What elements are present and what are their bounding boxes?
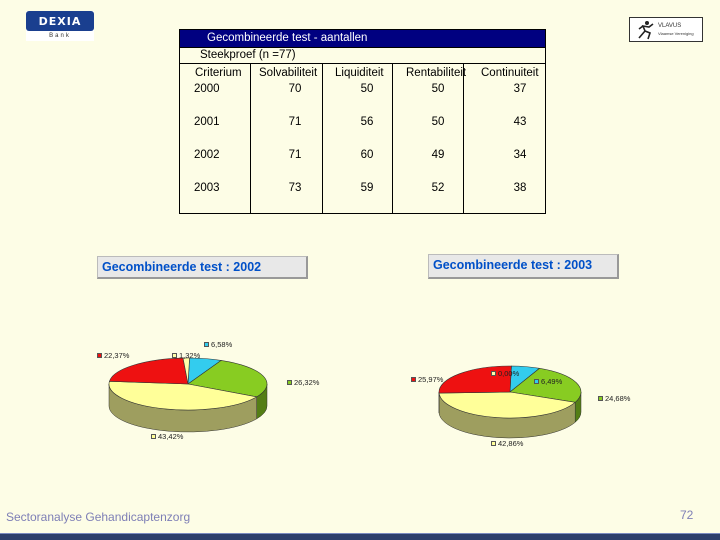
pie-label: 26,32% [287,378,319,387]
column-header: Solvabiliteit [259,67,318,79]
pie-label: 22,37% [97,351,129,360]
table-cell: 56 [360,116,374,128]
footer-text: Sectoranalyse Gehandicaptenzorg [6,510,191,524]
pie-label: 6,49% [534,377,562,386]
pie-chart-2003: Gecombineerde test : 2003 6,49% 24,68% 4… [374,216,659,466]
table-title: Gecombineerde test - aantallen [180,30,545,47]
pie-chart-2002: Gecombineerde test : 2002 6,58% 26,32% 4… [41,244,324,466]
pie-slice [108,381,258,411]
table-divider [180,47,545,48]
legend-swatch [534,379,539,384]
column-header: Rentabiliteit [406,67,467,79]
pie-label: 6,58% [204,340,232,349]
legend-swatch [97,353,102,358]
table-cell: 70 [288,83,302,95]
pie-chart-title: Gecombineerde test : 2003 [428,254,619,279]
table-cell: 49 [431,149,445,161]
table-cell: 71 [288,116,302,128]
vlavus-logo-text: VLAVUS [658,23,682,29]
pie-label: 42,86% [491,439,523,448]
legend-swatch [172,353,177,358]
table-divider [180,63,545,64]
table-divider [322,63,323,213]
pie-slice [438,391,576,419]
table-divider [250,63,251,213]
table-cell-year: 2002 [194,149,220,161]
pie-chart-graphic [438,365,582,439]
legend-swatch [598,396,603,401]
table-cell-year: 2001 [194,116,220,128]
table-cell: 50 [431,116,445,128]
vlavus-logo: VLAVUS Vlaamse Vereniging [629,17,703,42]
pie-label: 24,68% [598,394,630,403]
pie-slice [187,360,268,398]
bottom-bar [0,533,720,540]
pie-chart-graphic [108,357,268,433]
page-number: 72 [680,508,694,522]
table-cell: 38 [513,182,527,194]
table-cell: 73 [288,182,302,194]
pie-slice [109,357,189,385]
pie-label: 1,32% [172,351,200,360]
legend-swatch [411,377,416,382]
column-header: Continuiteit [481,67,539,79]
column-header: Liquiditeit [335,67,384,79]
legend-swatch [287,380,292,385]
table-cell: 59 [360,182,374,194]
pie-label: 25,97% [411,375,443,384]
table-cell: 60 [360,149,374,161]
pie-label: 43,42% [151,432,183,441]
results-table: Gecombineerde test - aantallen Steekproe… [179,29,546,214]
table-cell: 43 [513,116,527,128]
table-cell: 52 [431,182,445,194]
pie-slice [182,357,190,385]
table-cell: 37 [513,83,527,95]
legend-swatch [491,371,496,376]
column-header: Criterium [195,67,242,79]
table-subtitle: Steekproef (n =77) [200,49,296,61]
legend-swatch [491,441,496,446]
vlavus-logo-sub: Vlaamse Vereniging [658,31,694,36]
table-cell: 34 [513,149,527,161]
table-cell: 71 [288,149,302,161]
dexia-logo-badge: DEXIA [26,11,94,31]
dexia-logo-sub: Bank [49,33,71,39]
table-divider [392,63,393,213]
table-cell: 50 [431,83,445,95]
legend-swatch [151,434,156,439]
pie-slice [509,368,582,403]
pie-label: 0,00% [491,369,519,378]
table-divider [463,63,464,213]
table-cell-year: 2000 [194,83,220,95]
running-figure-icon [638,21,654,40]
pie-chart-title: Gecombineerde test : 2002 [97,256,308,279]
dexia-logo: DEXIA Bank [26,11,94,41]
table-cell-year: 2003 [194,182,220,194]
legend-swatch [204,342,209,347]
table-cell: 50 [360,83,374,95]
